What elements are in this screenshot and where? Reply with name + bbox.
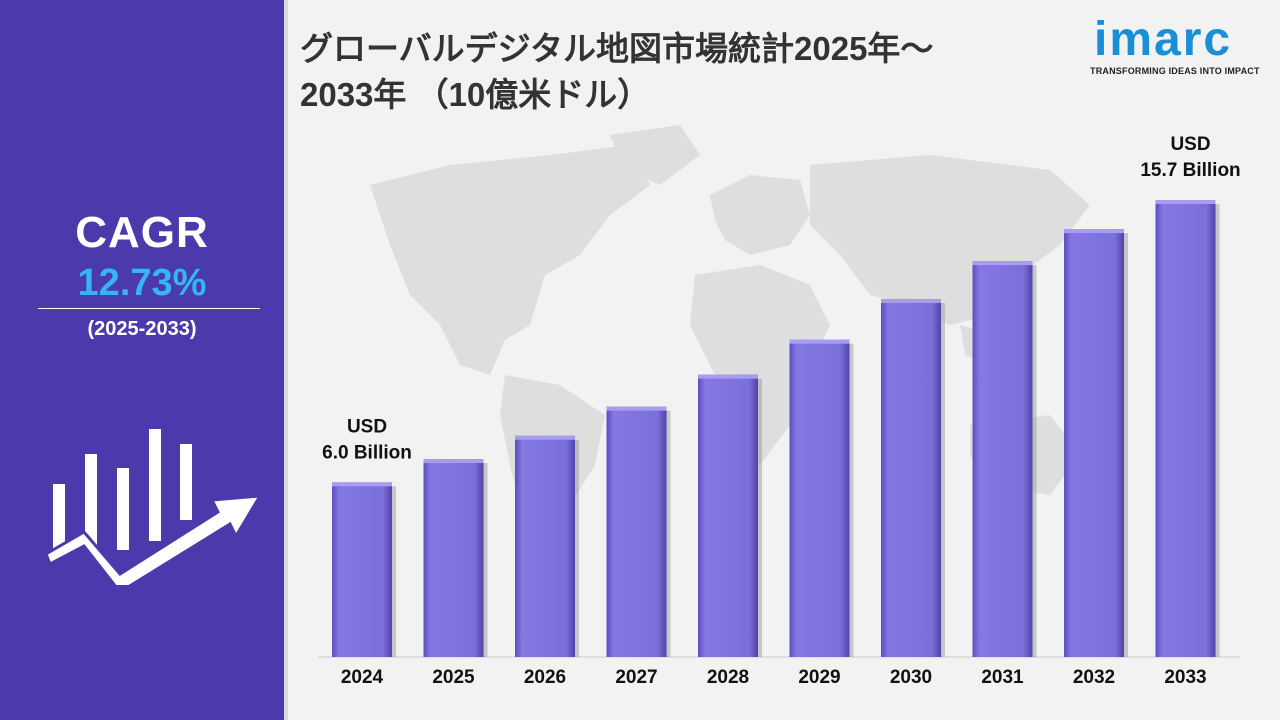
bar-top-highlight (698, 374, 758, 379)
logo-wordmark: imarc (1094, 13, 1233, 66)
bar-2032 (1064, 229, 1124, 657)
bar-top-highlight (881, 298, 941, 303)
data-label: 15.7 Billion (1140, 160, 1240, 181)
data-label: USD (347, 416, 387, 437)
chart-title-line2: 2033年 （10億米ドル） (300, 76, 651, 113)
bar-top-highlight (423, 459, 484, 464)
growth-chart-arrow-icon (44, 429, 263, 585)
cagr-period: (2025-2033) (87, 318, 197, 340)
bar-top-highlight (972, 261, 1033, 266)
chart-title: グローバルデジタル地図市場統計2025年～ 2033年 （10億米ドル） (300, 26, 1060, 118)
x-tick-label: 2029 (798, 667, 840, 688)
sidebar-panel (0, 0, 284, 720)
bar-2033 (1155, 200, 1216, 657)
bar-2026 (515, 435, 575, 657)
bar-top-highlight (515, 435, 575, 440)
bar-2031 (972, 261, 1033, 657)
logo-tagline: TRANSFORMING IDEAS INTO IMPACT (1090, 66, 1260, 76)
data-label: USD (1170, 134, 1210, 155)
bar-top-highlight (606, 406, 667, 411)
chart-title-line1: グローバルデジタル地図市場統計2025年～ (300, 30, 934, 67)
imarc-logo: imarc TRANSFORMING IDEAS INTO IMPACT (1090, 12, 1270, 76)
bar-top-highlight (789, 339, 850, 344)
cagr-label: CAGR (75, 208, 209, 257)
x-tick-label: 2033 (1164, 667, 1206, 688)
x-tick-label: 2032 (1073, 667, 1115, 688)
x-tick-label: 2026 (524, 667, 566, 688)
data-label: 6.0 Billion (322, 442, 412, 463)
x-tick-label: 2028 (707, 667, 749, 688)
x-tick-label: 2031 (981, 667, 1024, 688)
bar-2028 (698, 374, 758, 657)
bar-2029 (789, 339, 850, 657)
x-tick-label: 2025 (432, 667, 475, 688)
x-tick-label: 2030 (890, 667, 932, 688)
panel-divider (284, 0, 288, 720)
bar-2027 (606, 406, 667, 657)
bar-top-highlight (1064, 229, 1124, 234)
bar-top-highlight (332, 482, 392, 487)
bar-2024 (332, 482, 392, 657)
cagr-divider (38, 308, 260, 309)
bar-top-highlight (1155, 200, 1216, 204)
cagr-value: 12.73% (77, 262, 207, 304)
x-tick-label: 2027 (615, 667, 657, 688)
bar-2025 (423, 459, 484, 657)
x-tick-label: 2024 (341, 667, 384, 688)
bar-2030 (881, 298, 941, 657)
